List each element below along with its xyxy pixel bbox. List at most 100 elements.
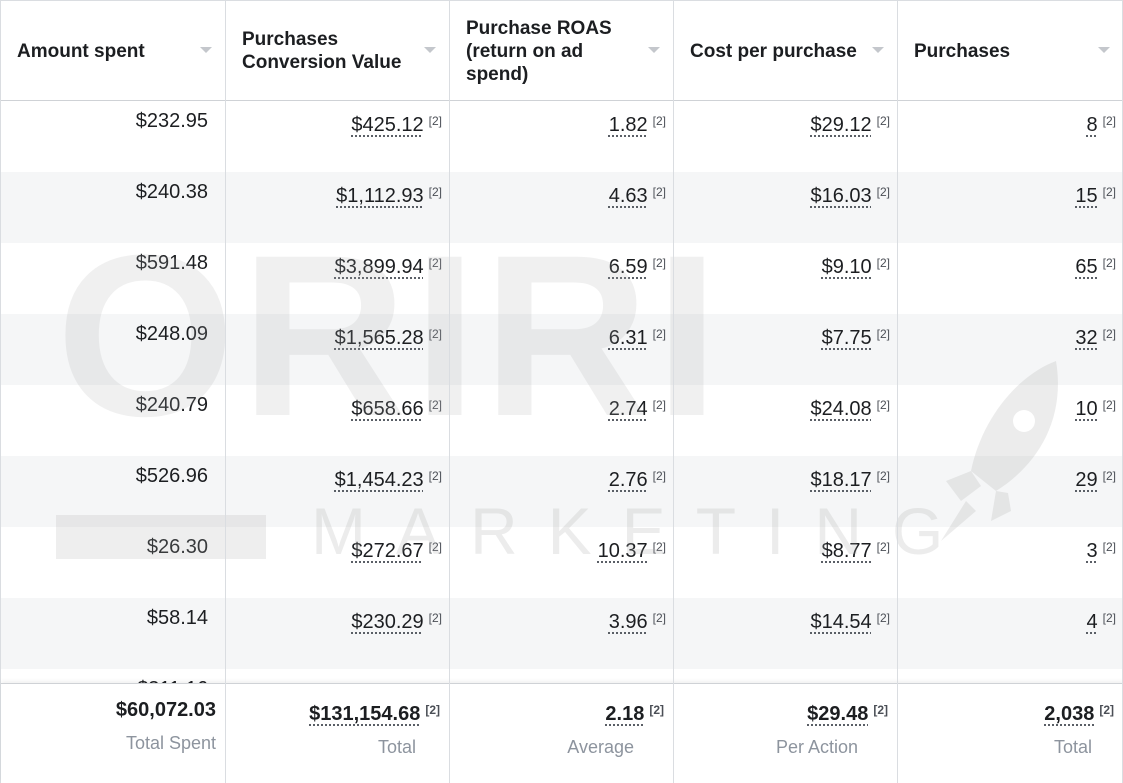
footnote-marker[interactable]: [2] <box>652 540 666 554</box>
cell-value[interactable]: 18 <box>1075 682 1097 683</box>
column-header-purchase-roas[interactable]: Purchase ROAS (return on ad spend) <box>450 1 674 101</box>
footnote-marker[interactable]: [2] <box>1102 327 1116 341</box>
cell-value[interactable]: $29.12 <box>810 114 872 136</box>
cell-value[interactable]: 32 <box>1075 327 1098 349</box>
amount-spent-cell: $240.79 <box>1 385 226 456</box>
total-value[interactable]: $131,154.68 <box>309 703 421 725</box>
sort-caret-icon[interactable] <box>200 47 212 53</box>
table-header: Amount spent Purchases Conversion Value … <box>1 0 1123 101</box>
cell-value[interactable]: $16.03 <box>810 185 872 207</box>
footnote-marker[interactable]: [2] <box>1102 398 1116 412</box>
cell-value[interactable]: 15 <box>1075 185 1098 207</box>
cell-value[interactable]: $1,112.93 <box>336 185 424 207</box>
cell-value[interactable]: $230.29 <box>351 611 424 633</box>
sort-caret-icon[interactable] <box>424 47 436 53</box>
cell-value[interactable]: $18.17 <box>810 469 872 491</box>
footnote-marker[interactable]: [2] <box>876 327 890 341</box>
cell-value[interactable]: $1,454.23 <box>334 469 424 491</box>
footnote-marker[interactable]: [2] <box>652 398 666 412</box>
footnote-marker[interactable]: [2] <box>429 682 442 683</box>
footnote-marker[interactable]: [2] <box>428 327 442 341</box>
footnote-marker[interactable]: [2] <box>1102 114 1116 128</box>
footnote-marker[interactable]: [2] <box>652 469 666 483</box>
cell-value[interactable]: 3.96 <box>608 611 648 633</box>
cell-value[interactable]: $3,899.94 <box>334 256 424 278</box>
cell-value[interactable]: 6.59 <box>608 256 648 278</box>
footnote-marker[interactable]: [2] <box>876 469 890 483</box>
cell-value[interactable]: 4.63 <box>608 185 648 207</box>
cell-value[interactable]: $7.75 <box>821 327 872 349</box>
footnote-marker[interactable]: [2] <box>1102 185 1116 199</box>
cell-value[interactable]: $1,565.28 <box>334 327 424 349</box>
cell-value[interactable]: 6.31 <box>608 327 648 349</box>
cell-value[interactable]: $9.10 <box>821 256 872 278</box>
cell-value[interactable]: 65 <box>1075 256 1098 278</box>
cell-value[interactable]: 4 <box>1086 611 1098 633</box>
sort-caret-icon[interactable] <box>648 47 660 53</box>
cell-value[interactable]: $14.54 <box>810 611 872 633</box>
footnote-marker[interactable]: [2] <box>649 703 664 717</box>
cell-value[interactable]: 8 <box>1086 114 1098 136</box>
column-divider <box>673 0 674 783</box>
cell-value[interactable]: $17.29 <box>810 682 871 683</box>
cost-per-purchase-cell: $14.54 [2] <box>674 598 898 669</box>
footnote-marker[interactable]: [2] <box>428 611 442 625</box>
footnote-marker[interactable]: [2] <box>876 611 890 625</box>
footnote-marker[interactable]: [2] <box>425 703 440 717</box>
footnote-marker[interactable]: [2] <box>653 682 666 683</box>
footnote-marker[interactable]: [2] <box>1102 611 1116 625</box>
cell-value[interactable]: 10.37 <box>597 540 648 562</box>
footnote-marker[interactable]: [2] <box>428 114 442 128</box>
footnote-marker[interactable]: [2] <box>428 469 442 483</box>
footnote-marker[interactable]: [2] <box>428 540 442 554</box>
cell-value[interactable]: $24.08 <box>810 398 872 420</box>
column-header-purchases-conversion-value[interactable]: Purchases Conversion Value <box>226 1 450 101</box>
footnote-marker[interactable]: [2] <box>652 256 666 270</box>
footnote-marker[interactable]: [2] <box>652 185 666 199</box>
total-value[interactable]: 2.18 <box>605 703 645 725</box>
footnote-marker[interactable]: [2] <box>876 398 890 412</box>
sort-caret-icon[interactable] <box>872 47 884 53</box>
footnote-marker[interactable]: [2] <box>652 327 666 341</box>
sort-caret-icon[interactable] <box>1098 47 1110 53</box>
footnote-marker[interactable]: [2] <box>876 114 890 128</box>
footnote-marker[interactable]: [2] <box>1102 540 1116 554</box>
footnote-marker[interactable]: [2] <box>428 398 442 412</box>
cell-value[interactable]: $8.77 <box>821 540 872 562</box>
cell-value[interactable]: 2.34 <box>609 682 648 683</box>
cell-value[interactable]: 2.76 <box>608 469 648 491</box>
cell-value[interactable]: $728.64 <box>351 682 423 683</box>
cell-value[interactable]: 2.74 <box>608 398 648 420</box>
amount-spent-cell: $58.14 <box>1 598 226 669</box>
roas-cell: 1.82 [2] <box>450 101 674 172</box>
footnote-marker[interactable]: [2] <box>873 703 888 717</box>
footnote-marker[interactable]: [2] <box>428 185 442 199</box>
footnote-marker[interactable]: [2] <box>652 114 666 128</box>
cell-value[interactable]: $658.66 <box>351 398 424 420</box>
cell-value[interactable]: 1.82 <box>608 114 648 136</box>
footnote-marker[interactable]: [2] <box>876 185 890 199</box>
footnote-marker[interactable]: [2] <box>876 540 890 554</box>
cell-value[interactable]: 10 <box>1075 398 1098 420</box>
column-header-amount-spent[interactable]: Amount spent <box>1 1 226 101</box>
total-value[interactable]: $29.48 <box>807 703 869 725</box>
footnote-marker[interactable]: [2] <box>1102 256 1116 270</box>
column-header-cost-per-purchase[interactable]: Cost per purchase <box>674 1 898 101</box>
column-header-purchases[interactable]: Purchases <box>898 1 1123 101</box>
cost-per-purchase-cell: $17.29 [2] <box>674 669 898 683</box>
footnote-marker[interactable]: [2] <box>876 256 890 270</box>
total-value[interactable]: 2,038 <box>1044 703 1095 725</box>
cell-value[interactable]: $272.67 <box>351 540 424 562</box>
cell-value[interactable]: 29 <box>1075 469 1098 491</box>
cell-value[interactable]: $425.12 <box>351 114 424 136</box>
footnote-marker[interactable]: [2] <box>1103 682 1116 683</box>
cell-value[interactable]: 3 <box>1086 540 1098 562</box>
footnote-marker[interactable]: [2] <box>877 682 890 683</box>
table-body: $232.95 $425.12 [2] 1.82 [2] $29.12 [2] 8 [2] $24… <box>1 101 1123 683</box>
footnote-marker[interactable]: [2] <box>428 256 442 270</box>
table-row: $240.79 $658.66 [2] 2.74 [2] $24.08 [2] 10 [2] <box>1 385 1123 456</box>
footnote-marker[interactable]: [2] <box>652 611 666 625</box>
footnote-marker[interactable]: [2] <box>1102 469 1116 483</box>
footnote-marker[interactable]: [2] <box>1099 703 1114 717</box>
